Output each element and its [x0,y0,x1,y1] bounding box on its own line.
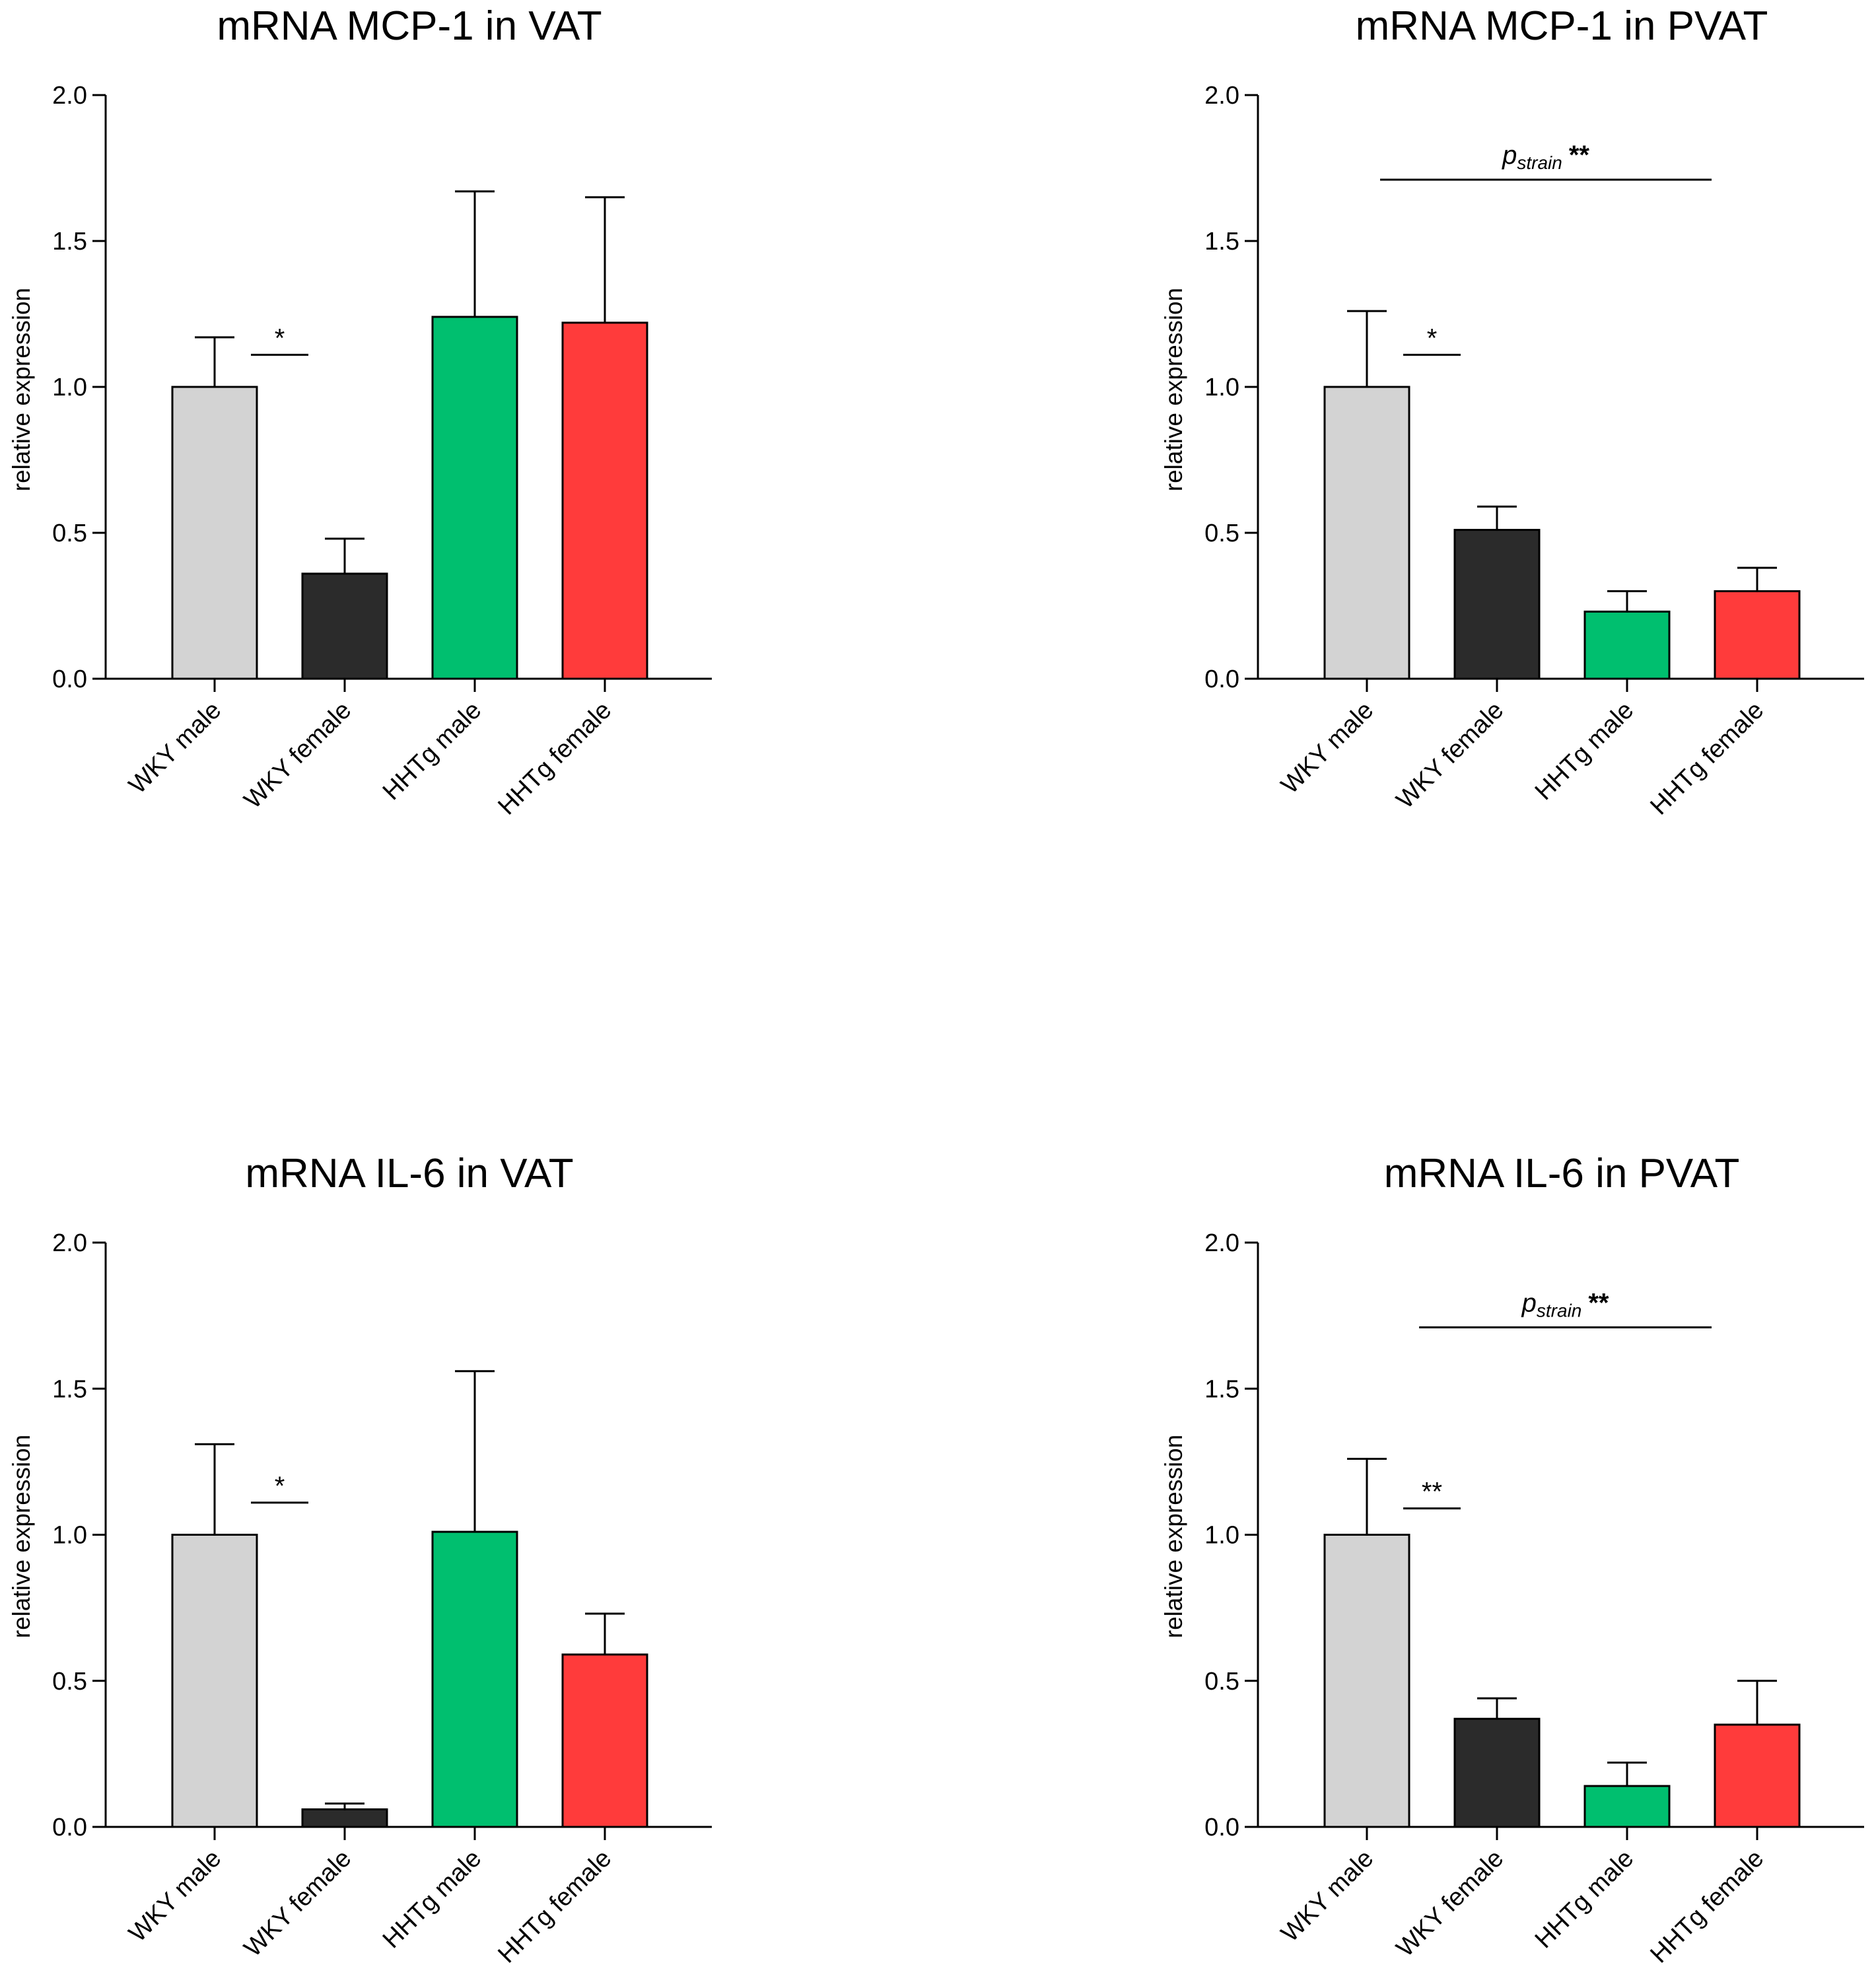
y-axis-label: relative expression [1160,288,1187,491]
x-tick-label: WKY male [123,1845,226,1948]
strain-label: pstrain ** [1502,141,1589,173]
x-tick-label: HHTg male [1530,697,1640,806]
bar [561,1653,648,1828]
bar [431,1530,518,1828]
bar [1583,610,1671,680]
x-tick-label: WKY male [1276,1845,1379,1948]
chart-title: mRNA IL-6 in PVAT [1384,1151,1740,1196]
y-tick-label: 1.0 [52,374,87,401]
x-tick-label: WKY male [123,697,226,800]
y-tick-label: 0.5 [52,520,87,547]
x-tick-label: WKY female [1391,1845,1510,1963]
y-axis-label: relative expression [8,1435,35,1638]
bar [171,386,258,680]
x-tick-label: HHTg male [1530,1845,1640,1954]
chart-title: mRNA MCP-1 in VAT [217,3,602,49]
bar [171,1534,258,1828]
strain-stars: ** [1588,1288,1609,1317]
x-tick-label: HHTg male [378,697,487,806]
y-tick-label: 0.0 [1204,666,1239,693]
bar [1453,529,1541,680]
y-tick-label: 0.0 [52,1814,87,1841]
bar [1323,386,1410,680]
y-tick-label: 1.5 [1204,1375,1239,1403]
x-tick-label: HHTg male [378,1845,487,1954]
chart-panel-il6-pvat: mRNA IL-6 in PVAT relative expression 0.… [1160,1151,1864,1969]
bar [301,572,388,680]
y-axis-label: relative expression [1160,1435,1187,1638]
y-tick-label: 0.5 [52,1668,87,1696]
bar [301,1808,388,1828]
strain-stars: ** [1569,141,1590,170]
y-tick-label: 1.0 [1204,1522,1239,1550]
chart-panel-mcp1-vat: mRNA MCP-1 in VAT relative expression 0.… [8,3,712,821]
chart-title: mRNA MCP-1 in PVAT [1356,3,1768,49]
bar [1323,1534,1410,1828]
strain-p-letter: p [1521,1288,1537,1317]
bar [431,316,518,680]
chart-panel-il6-vat: mRNA IL-6 in VAT relative expression 0.0… [8,1151,712,1969]
y-tick-label: 2.0 [52,1229,87,1257]
significance-label: ** [1422,1478,1442,1507]
significance-label: * [275,1472,285,1501]
bar [1714,590,1801,680]
bar [1714,1723,1801,1828]
x-tick-label: HHTg female [493,1845,617,1969]
bar [1453,1717,1541,1828]
x-tick-label: WKY male [1276,697,1379,800]
strain-subscript: strain [1537,1300,1581,1320]
y-tick-label: 0.0 [1204,1814,1239,1841]
y-tick-label: 0.5 [1204,1668,1239,1696]
chart-panel-mcp1-pvat: mRNA MCP-1 in PVAT relative expression 0… [1160,3,1864,821]
x-tick-label: WKY female [239,697,357,815]
bar [561,322,648,680]
y-tick-label: 2.0 [1204,1229,1239,1257]
x-tick-label: HHTg female [1645,1845,1769,1969]
y-tick-label: 2.0 [52,82,87,110]
chart-title: mRNA IL-6 in VAT [245,1151,573,1196]
y-tick-label: 1.5 [52,1375,87,1403]
y-tick-label: 1.0 [1204,374,1239,401]
strain-p-letter: p [1502,141,1517,170]
significance-label: * [1427,324,1438,353]
y-tick-label: 1.0 [52,1522,87,1550]
significance-label: * [275,324,285,353]
y-tick-label: 0.0 [52,666,87,693]
y-axis-label: relative expression [8,288,35,491]
y-tick-label: 2.0 [1204,82,1239,110]
x-tick-label: HHTg female [1645,697,1769,821]
x-tick-label: WKY female [1391,697,1510,815]
strain-label: pstrain ** [1521,1288,1609,1320]
x-tick-label: HHTg female [493,697,617,821]
x-tick-label: WKY female [239,1845,357,1963]
strain-subscript: strain [1517,153,1562,173]
y-tick-label: 1.5 [1204,228,1239,256]
y-tick-label: 1.5 [52,228,87,256]
bar [1583,1785,1671,1828]
y-tick-label: 0.5 [1204,520,1239,547]
